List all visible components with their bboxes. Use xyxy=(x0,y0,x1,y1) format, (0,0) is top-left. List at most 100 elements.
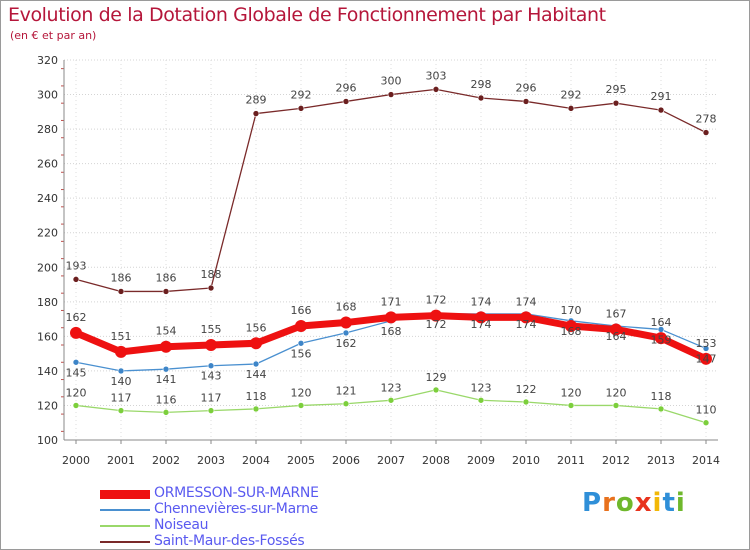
data-point-ormesson-sur-marne xyxy=(160,340,172,353)
x-tick-label: 2011 xyxy=(557,454,585,467)
data-label-chennevi-res-sur-marne: 164 xyxy=(606,330,627,343)
data-label-ormesson-sur-marne: 174 xyxy=(516,295,537,308)
data-point-saint-maur-des-foss-s xyxy=(342,98,350,105)
data-point-ormesson-sur-marne xyxy=(115,345,127,358)
data-point-saint-maur-des-foss-s xyxy=(477,94,485,102)
x-tick-label: 2000 xyxy=(62,454,90,467)
data-label-noiseau: 120 xyxy=(66,386,87,399)
data-label-ormesson-sur-marne: 172 xyxy=(426,294,447,307)
data-label-saint-maur-des-foss-s: 188 xyxy=(201,268,222,281)
legend-label: Saint-Maur-des-Fossés xyxy=(154,533,305,549)
y-tick-label: 100 xyxy=(37,434,58,447)
data-point-ormesson-sur-marne xyxy=(430,309,442,322)
legend-swatch xyxy=(100,489,150,499)
data-point-noiseau xyxy=(297,402,305,409)
data-label-chennevi-res-sur-marne: 144 xyxy=(246,368,267,381)
data-point-noiseau xyxy=(342,400,350,408)
data-label-ormesson-sur-marne: 164 xyxy=(651,316,672,329)
data-label-saint-maur-des-foss-s: 278 xyxy=(696,113,717,126)
data-point-chennevi-res-sur-marne xyxy=(342,329,350,337)
data-label-saint-maur-des-foss-s: 303 xyxy=(426,69,447,82)
data-label-chennevi-res-sur-marne: 174 xyxy=(516,318,537,331)
data-point-saint-maur-des-foss-s xyxy=(297,105,305,112)
data-label-saint-maur-des-foss-s: 292 xyxy=(291,88,312,101)
data-point-noiseau xyxy=(702,419,710,427)
data-label-chennevi-res-sur-marne: 162 xyxy=(336,337,357,350)
legend-swatch xyxy=(100,525,150,527)
x-tick-label: 2010 xyxy=(512,454,540,467)
data-label-saint-maur-des-foss-s: 295 xyxy=(606,83,627,96)
legend-label: Chennevières-sur-Marne xyxy=(154,501,318,517)
data-label-ormesson-sur-marne: 170 xyxy=(561,304,582,317)
data-point-ormesson-sur-marne xyxy=(295,320,307,332)
data-label-noiseau: 123 xyxy=(381,381,402,394)
y-tick-label: 200 xyxy=(37,261,58,274)
data-label-chennevi-res-sur-marne: 156 xyxy=(291,347,312,360)
data-point-noiseau xyxy=(522,398,530,406)
data-point-noiseau xyxy=(117,407,125,414)
data-point-saint-maur-des-foss-s xyxy=(432,86,440,93)
data-label-saint-maur-des-foss-s: 186 xyxy=(111,271,132,284)
data-point-saint-maur-des-foss-s xyxy=(117,288,125,295)
y-tick-label: 300 xyxy=(37,89,58,102)
x-tick-label: 2012 xyxy=(602,454,630,467)
data-point-saint-maur-des-foss-s xyxy=(612,99,620,107)
logo-letter: i xyxy=(675,488,686,518)
data-label-ormesson-sur-marne: 171 xyxy=(381,295,402,308)
data-label-chennevi-res-sur-marne: 145 xyxy=(66,366,87,379)
data-point-saint-maur-des-foss-s xyxy=(387,91,395,98)
y-tick-label: 120 xyxy=(37,399,58,412)
data-point-saint-maur-des-foss-s xyxy=(207,284,215,292)
y-tick-label: 280 xyxy=(37,123,58,136)
data-point-ormesson-sur-marne xyxy=(475,311,487,324)
data-label-chennevi-res-sur-marne: 174 xyxy=(471,318,492,331)
data-label-ormesson-sur-marne: 154 xyxy=(156,325,177,338)
data-point-ormesson-sur-marne xyxy=(565,320,577,332)
data-label-noiseau: 117 xyxy=(201,392,222,405)
logo-letter: t xyxy=(662,488,676,518)
logo-letter: x xyxy=(634,488,653,518)
data-point-noiseau xyxy=(207,407,215,414)
data-point-ormesson-sur-marne xyxy=(700,352,712,365)
data-label-chennevi-res-sur-marne: 147 xyxy=(696,352,717,365)
y-tick-label: 320 xyxy=(37,54,58,67)
y-tick-label: 260 xyxy=(37,158,58,171)
data-point-ormesson-sur-marne xyxy=(655,332,667,345)
data-point-chennevi-res-sur-marne xyxy=(162,365,170,373)
data-label-saint-maur-des-foss-s: 289 xyxy=(246,94,267,107)
data-point-noiseau xyxy=(162,409,170,416)
data-point-noiseau xyxy=(252,405,260,413)
data-label-ormesson-sur-marne: 153 xyxy=(696,337,717,350)
chart-title: Evolution de la Dotation Globale de Fonc… xyxy=(8,4,606,26)
data-label-ormesson-sur-marne: 151 xyxy=(111,330,132,343)
data-point-ormesson-sur-marne xyxy=(70,326,82,339)
x-tick-label: 2009 xyxy=(467,454,495,467)
data-label-chennevi-res-sur-marne: 168 xyxy=(381,325,402,338)
data-label-noiseau: 123 xyxy=(471,381,492,394)
data-label-ormesson-sur-marne: 162 xyxy=(66,311,87,324)
data-point-chennevi-res-sur-marne xyxy=(207,362,215,370)
data-label-ormesson-sur-marne: 156 xyxy=(246,321,267,334)
data-label-saint-maur-des-foss-s: 292 xyxy=(561,88,582,101)
legend-item: Chennevières-sur-Marne xyxy=(100,501,420,518)
data-label-chennevi-res-sur-marne: 168 xyxy=(561,325,582,338)
data-label-noiseau: 121 xyxy=(336,385,357,398)
data-label-noiseau: 118 xyxy=(246,390,267,403)
x-tick-label: 2005 xyxy=(287,454,315,467)
data-point-chennevi-res-sur-marne xyxy=(117,367,125,375)
data-label-noiseau: 129 xyxy=(426,371,447,384)
data-point-saint-maur-des-foss-s xyxy=(252,110,260,117)
line-chart: 100 120 140 160 180 200 220 240 260 280 300 320 2000… xyxy=(37,54,720,467)
data-label-chennevi-res-sur-marne: 159 xyxy=(651,333,672,346)
data-point-ormesson-sur-marne xyxy=(340,316,352,329)
data-label-ormesson-sur-marne: 174 xyxy=(471,295,492,308)
logo-letter: o xyxy=(615,488,635,518)
data-label-noiseau: 120 xyxy=(291,386,312,399)
data-label-saint-maur-des-foss-s: 300 xyxy=(381,75,402,88)
data-label-saint-maur-des-foss-s: 186 xyxy=(156,271,177,284)
data-label-saint-maur-des-foss-s: 298 xyxy=(471,78,492,91)
data-point-saint-maur-des-foss-s xyxy=(162,288,170,295)
data-label-noiseau: 120 xyxy=(561,386,582,399)
data-point-chennevi-res-sur-marne xyxy=(252,360,260,368)
data-point-ormesson-sur-marne xyxy=(385,311,397,324)
